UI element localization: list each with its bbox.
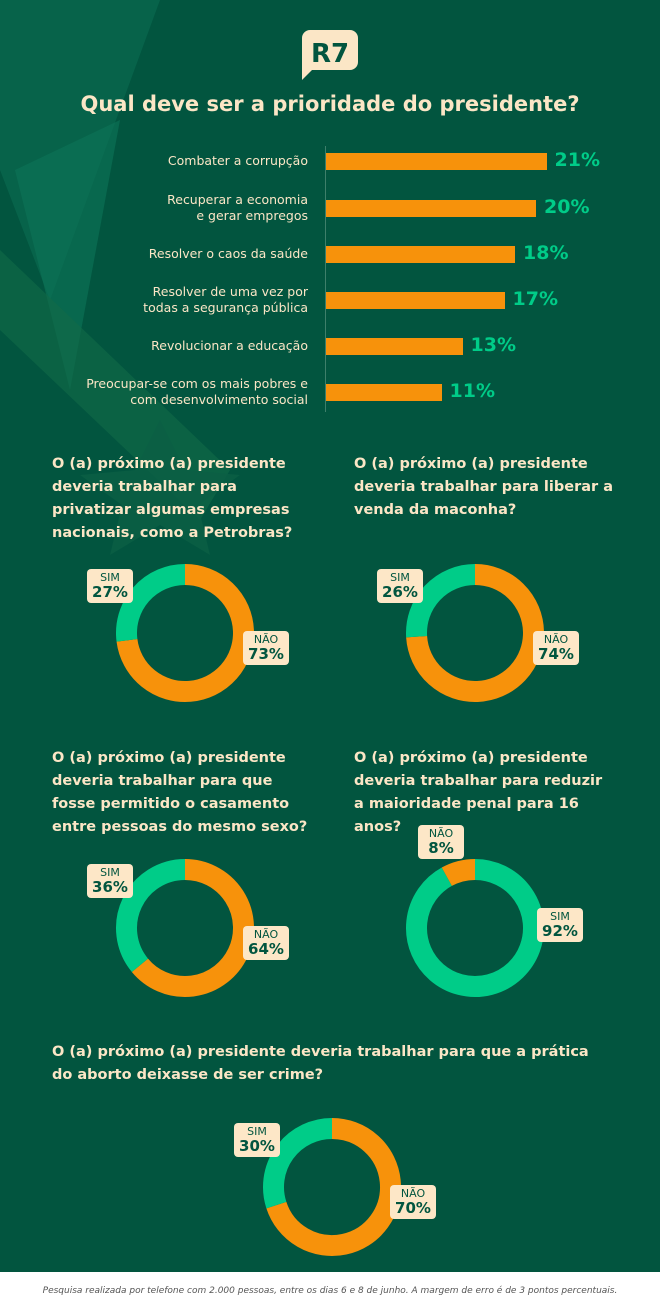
- donut-label-sim: SIM 92%: [537, 908, 583, 942]
- bar: [326, 246, 515, 263]
- question-title: O (a) próximo (a) presidente deveria tra…: [52, 750, 308, 835]
- slice-name: SIM: [247, 1125, 267, 1138]
- bar-label: Preocupar-se com os mais pobres e com de…: [86, 376, 308, 407]
- slice-name: NÃO: [400, 1187, 426, 1200]
- donut-label-sim: SIM 26%: [377, 569, 423, 603]
- donut-chart: [116, 564, 254, 702]
- donut-slice-sim: [116, 564, 186, 642]
- donut-slice-nao: [266, 1118, 401, 1256]
- question-title: O (a) próximo (a) presidente deveria tra…: [354, 456, 613, 518]
- donut-label-nao: NÃO 74%: [533, 631, 579, 665]
- slice-name: SIM: [390, 571, 410, 584]
- bar: [326, 200, 536, 217]
- slice-value: 26%: [382, 583, 418, 601]
- slice-value: 8%: [428, 839, 454, 857]
- bar-value-label: 13%: [470, 334, 516, 356]
- donut-slice-nao: [406, 564, 544, 702]
- donut-label-sim: SIM 36%: [87, 864, 133, 898]
- slice-name: SIM: [550, 910, 570, 923]
- bar-label: Resolver o caos da saúde: [148, 246, 308, 261]
- slice-value: 73%: [248, 645, 284, 663]
- svg-text:R7: R7: [311, 39, 349, 69]
- bar-value-label: 20%: [544, 196, 590, 218]
- donut-slice-sim: [406, 564, 476, 638]
- slice-value: 74%: [538, 645, 574, 663]
- bar: [326, 153, 547, 170]
- slice-value: 64%: [248, 940, 284, 958]
- bar-label: Combater a corrupção: [167, 153, 308, 168]
- donut-chart: [406, 859, 544, 997]
- donut-label-nao: NÃO 8%: [418, 825, 464, 859]
- slice-value: 27%: [92, 583, 128, 601]
- donut-slice-sim: [116, 859, 186, 972]
- bar-value-label: 21%: [554, 149, 600, 171]
- slice-value: 92%: [542, 922, 578, 940]
- donut-chart: [116, 859, 254, 997]
- donut-label-sim: SIM 27%: [87, 569, 133, 603]
- bar-label: Revolucionar a educação: [151, 338, 308, 353]
- slice-value: 36%: [92, 878, 128, 896]
- r7-logo: R7: [302, 30, 358, 80]
- bar: [326, 292, 505, 309]
- donut-slice-sim: [406, 859, 544, 997]
- bar-label: Recuperar a economia e gerar empregos: [167, 192, 308, 223]
- donut-label-nao: NÃO 73%: [243, 631, 289, 665]
- donut-label-sim: SIM 30%: [234, 1123, 280, 1157]
- question-title: O (a) próximo (a) presidente deveria tra…: [52, 1044, 589, 1083]
- bar: [326, 384, 442, 401]
- donut-label-nao: NÃO 64%: [243, 926, 289, 960]
- donut-chart: [406, 564, 544, 702]
- donut-chart: [263, 1118, 401, 1256]
- slice-name: NÃO: [253, 633, 279, 646]
- infographic-background: R7 Qual deve ser a prioridade do preside…: [0, 0, 660, 1272]
- bar-axis: [325, 146, 326, 412]
- bar-chart-title: Qual deve ser a prioridade do presidente…: [80, 92, 580, 116]
- donut-slice-sim: [263, 1118, 333, 1209]
- slice-value: 30%: [239, 1137, 275, 1155]
- bar: [326, 338, 463, 355]
- question-title: O (a) próximo (a) presidente deveria tra…: [354, 750, 603, 835]
- donut-label-nao: NÃO 70%: [390, 1185, 436, 1219]
- decorative-shapes: [0, 0, 230, 520]
- slice-value: 70%: [395, 1199, 431, 1217]
- slice-name: SIM: [100, 866, 120, 879]
- slice-name: NÃO: [543, 633, 569, 646]
- footnote: Pesquisa realizada por telefone com 2.00…: [42, 1286, 618, 1296]
- question-title: O (a) próximo (a) presidente deveria tra…: [52, 456, 293, 541]
- slice-name: SIM: [100, 571, 120, 584]
- bar-value-label: 17%: [512, 288, 558, 310]
- bar-label: Resolver de uma vez por todas a seguranç…: [143, 284, 308, 315]
- slice-name: NÃO: [253, 928, 279, 941]
- bar-value-label: 11%: [449, 380, 495, 402]
- donut-slice-nao: [131, 859, 254, 997]
- donut-slice-nao: [441, 859, 476, 887]
- donut-slice-nao: [116, 564, 254, 702]
- bar-value-label: 18%: [523, 242, 569, 264]
- slice-name: NÃO: [428, 827, 454, 840]
